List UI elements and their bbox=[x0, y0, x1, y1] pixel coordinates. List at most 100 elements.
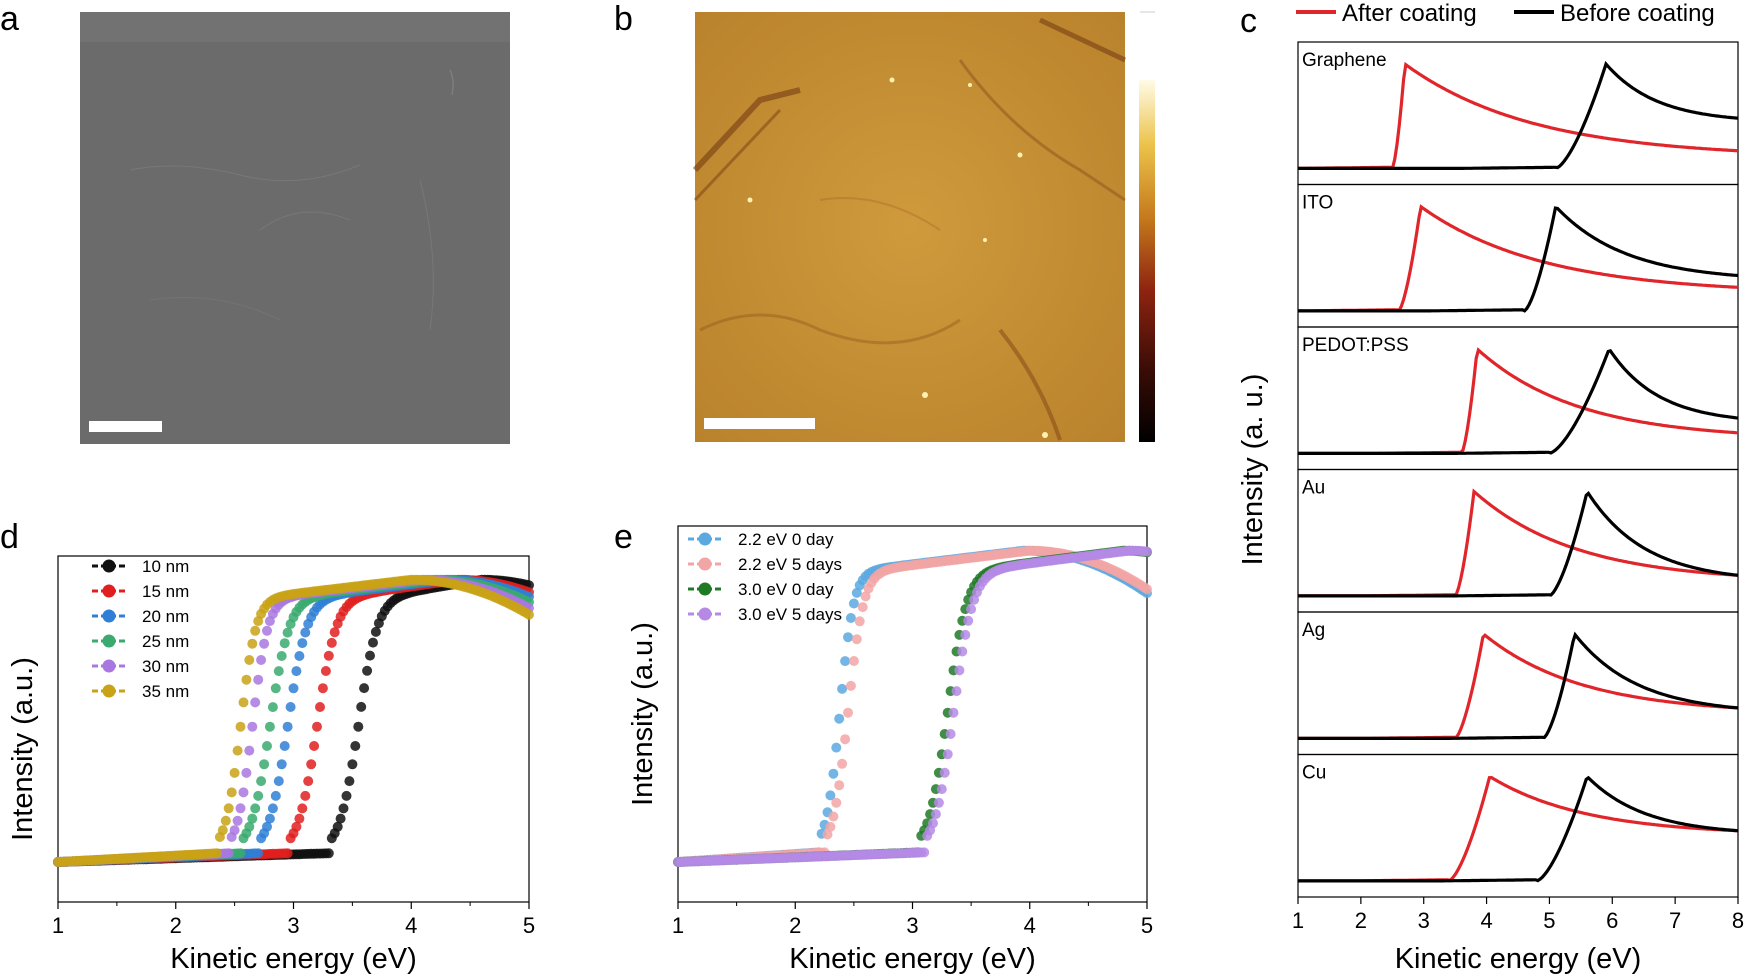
data-point bbox=[963, 615, 974, 626]
legend-marker bbox=[698, 557, 712, 571]
chart-panel-d: 1 2 3 4 5 Kinetic energy (eV) Intensity (a.u.)… bbox=[7, 555, 535, 975]
after-coating-line bbox=[1298, 488, 1739, 598]
x-tick-label: 5 bbox=[1141, 913, 1153, 938]
x-axis-label: Kinetic energy (eV) bbox=[170, 943, 417, 975]
data-point bbox=[267, 803, 278, 814]
legend-marker bbox=[698, 532, 712, 546]
data-point bbox=[848, 598, 859, 609]
data-point bbox=[262, 625, 272, 636]
data-point bbox=[1142, 546, 1152, 557]
data-point bbox=[247, 813, 258, 824]
data-point bbox=[250, 625, 261, 636]
legend-marker bbox=[102, 609, 116, 623]
x-tick-label: 4 bbox=[1024, 913, 1036, 938]
data-point bbox=[840, 656, 851, 667]
data-point bbox=[957, 646, 968, 657]
data-point bbox=[226, 787, 237, 798]
data-point bbox=[951, 686, 962, 697]
x-tick-label: 5 bbox=[1543, 908, 1555, 933]
data-point bbox=[217, 825, 228, 836]
x-tick-label: 2 bbox=[1355, 908, 1367, 933]
data-point bbox=[840, 734, 851, 745]
data-point bbox=[223, 803, 234, 814]
x-tick-label: 2 bbox=[789, 913, 801, 938]
data-point bbox=[300, 627, 311, 638]
data-point bbox=[831, 797, 842, 808]
panel-label-a: a bbox=[0, 0, 19, 38]
data-point bbox=[223, 848, 234, 859]
legend-label: 2.2 eV 5 days bbox=[738, 555, 842, 574]
x-tick-label: 4 bbox=[1480, 908, 1492, 933]
data-point bbox=[834, 780, 845, 791]
data-point bbox=[273, 666, 284, 677]
data-point bbox=[834, 713, 845, 724]
data-point bbox=[939, 767, 950, 778]
data-point bbox=[282, 627, 293, 638]
data-point bbox=[845, 613, 856, 623]
data-point bbox=[309, 741, 320, 751]
x-axis-label: Kinetic energy (eV) bbox=[1395, 943, 1642, 975]
data-point bbox=[945, 729, 956, 739]
subplot-frame bbox=[1297, 468, 1739, 613]
legend-marker bbox=[698, 607, 712, 621]
data-point bbox=[300, 790, 311, 801]
data-point bbox=[936, 784, 947, 795]
data-point bbox=[854, 616, 865, 627]
data-point bbox=[294, 651, 305, 661]
subplot-label: Graphene bbox=[1302, 50, 1387, 71]
data-point bbox=[845, 680, 856, 691]
x-tick-label: 5 bbox=[523, 913, 535, 938]
legend-marker bbox=[102, 634, 116, 648]
data-point bbox=[253, 674, 264, 685]
data-point bbox=[370, 626, 381, 637]
data-point bbox=[262, 821, 272, 832]
x-tick-label: 8 bbox=[1732, 908, 1744, 933]
data-point bbox=[288, 683, 299, 694]
legend-label: 10 nm bbox=[142, 557, 189, 576]
data-point bbox=[350, 741, 361, 751]
data-point bbox=[270, 790, 281, 801]
before-coating-line bbox=[1298, 775, 1739, 883]
data-point bbox=[267, 702, 278, 713]
data-point bbox=[831, 742, 842, 753]
data-point bbox=[315, 702, 325, 712]
legend-label: 15 nm bbox=[142, 582, 189, 601]
data-point bbox=[843, 707, 853, 718]
data-point bbox=[338, 803, 349, 814]
data-point bbox=[279, 741, 290, 751]
data-point bbox=[247, 638, 258, 649]
data-point bbox=[253, 790, 264, 801]
data-point bbox=[250, 803, 261, 814]
data-point bbox=[828, 811, 839, 822]
data-point bbox=[948, 707, 959, 718]
data-point bbox=[312, 721, 322, 732]
data-point bbox=[954, 665, 965, 676]
data-point bbox=[297, 638, 308, 649]
data-point bbox=[347, 759, 358, 770]
legend-label: 20 nm bbox=[142, 607, 189, 626]
before-coating-line bbox=[1298, 631, 1739, 740]
data-point bbox=[332, 821, 343, 832]
x-tick-label: 3 bbox=[287, 913, 299, 938]
data-point bbox=[247, 721, 258, 732]
legend-label: 2.2 eV 0 day bbox=[738, 530, 834, 549]
data-point bbox=[259, 759, 270, 770]
data-point bbox=[919, 847, 930, 858]
data-point bbox=[244, 821, 255, 832]
data-point bbox=[323, 848, 334, 859]
scale-bar-a bbox=[89, 421, 162, 432]
data-point bbox=[264, 813, 275, 824]
data-point bbox=[241, 674, 252, 685]
data-point bbox=[851, 587, 862, 598]
data-point bbox=[353, 721, 364, 732]
data-point bbox=[235, 848, 246, 859]
data-point bbox=[229, 767, 240, 778]
legend-label-after: After coating bbox=[1342, 0, 1477, 27]
data-point bbox=[969, 594, 980, 605]
subplot-label: Ag bbox=[1302, 620, 1325, 641]
data-point bbox=[966, 604, 977, 615]
before-coating-line bbox=[1298, 206, 1739, 313]
data-point bbox=[212, 848, 222, 859]
x-tick-label: 4 bbox=[405, 913, 417, 938]
data-point bbox=[262, 741, 272, 751]
